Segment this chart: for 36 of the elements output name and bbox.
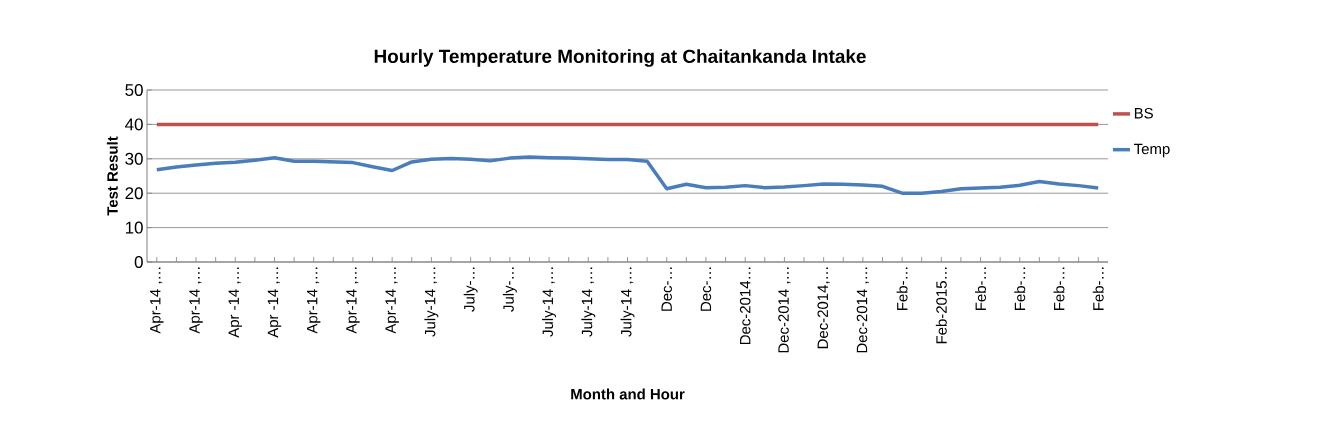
legend-label: BS xyxy=(1134,107,1153,119)
x-tick-label: Feb-2015… xyxy=(935,267,947,344)
x-tick-label: July-14 ,… xyxy=(424,267,439,337)
x-tick-label: July-14 ,… xyxy=(581,267,596,337)
x-tick-label: July-… xyxy=(463,267,478,312)
x-tick-label: Dec-2014,… xyxy=(817,267,830,349)
x-tick-label: Dec-… xyxy=(661,267,672,311)
y-tick-label: 40 xyxy=(125,118,143,131)
x-tick-label: Apr-14 ,… xyxy=(346,267,360,334)
y-tick-label: 0 xyxy=(134,256,143,268)
x-tick-label: July-… xyxy=(502,267,517,312)
x-tick-label: Apr-14 ,… xyxy=(150,267,164,334)
x-tick-label: Apr-14 ,… xyxy=(385,267,399,334)
x-tick-label: Feb-… xyxy=(1014,267,1026,310)
x-axis-title: Month and Hour xyxy=(571,388,685,400)
y-tick-label: 30 xyxy=(125,152,143,165)
x-tick-label: Dec-2014 ,… xyxy=(778,267,791,353)
x-tick-label: Dec-… xyxy=(700,267,712,311)
x-tick-label: July-14 ,… xyxy=(542,267,557,337)
x-tick-label: Apr -14 ,… xyxy=(228,267,242,338)
legend-label: Temp xyxy=(1134,143,1170,158)
x-tick-label: Apr -14 ,… xyxy=(267,267,282,338)
x-tick-label: Dec-2014… xyxy=(739,267,751,345)
x-tick-label: Feb-… xyxy=(1053,267,1065,310)
y-axis-title: Test Result xyxy=(106,136,118,216)
x-tick-label: July-14 ,… xyxy=(620,267,635,337)
x-tick-label: Apr-14 ,… xyxy=(189,267,203,334)
x-tick-label: Feb-… xyxy=(896,267,908,310)
x-tick-label: Dec-2014 ,… xyxy=(856,267,870,353)
y-tick-label: 10 xyxy=(125,221,143,234)
x-tick-label: Apr-14 ,… xyxy=(307,267,321,334)
x-tick-label: Feb-… xyxy=(1092,267,1104,310)
y-tick-label: 20 xyxy=(125,187,143,200)
y-tick-label: 50 xyxy=(125,84,143,97)
chart-title: Hourly Temperature Monitoring at Chaitankanda Intake xyxy=(374,49,866,67)
x-tick-label: Feb-… xyxy=(975,267,987,310)
